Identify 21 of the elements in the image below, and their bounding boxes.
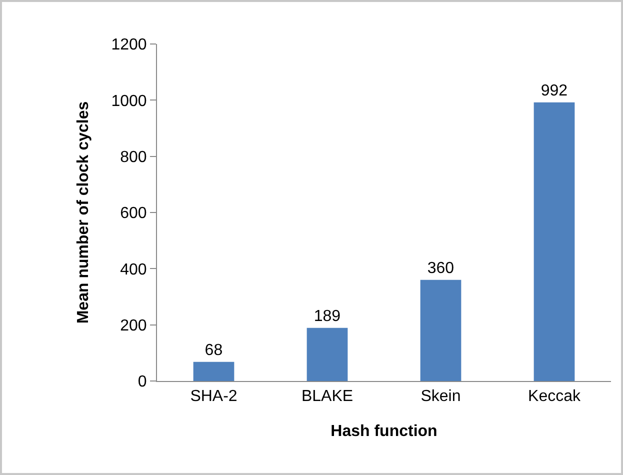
- bar: [534, 102, 575, 381]
- x-tick-label: BLAKE: [301, 388, 354, 406]
- x-tick-label: SHA-2: [190, 388, 238, 406]
- data-label: 360: [427, 260, 454, 277]
- y-tick-label: 600: [120, 205, 147, 222]
- bar: [420, 280, 462, 381]
- y-tick-label: 1200: [111, 36, 147, 54]
- x-tick-label: Keccak: [528, 388, 582, 406]
- y-axis-title: Mean number of clock cycles: [75, 101, 92, 324]
- x-tick-label: Skein: [420, 388, 461, 406]
- bar: [193, 362, 234, 381]
- x-axis-title: Hash function: [330, 422, 438, 440]
- y-tick-label: 200: [120, 317, 147, 334]
- bar: [306, 328, 348, 381]
- data-label: 68: [204, 342, 223, 359]
- y-tick-label: 800: [120, 148, 147, 166]
- data-label: 992: [540, 82, 568, 100]
- data-label: 189: [314, 308, 341, 325]
- y-tick-label: 1000: [111, 92, 147, 110]
- y-tick-label: 400: [120, 261, 147, 278]
- y-tick-label: 0: [138, 374, 147, 391]
